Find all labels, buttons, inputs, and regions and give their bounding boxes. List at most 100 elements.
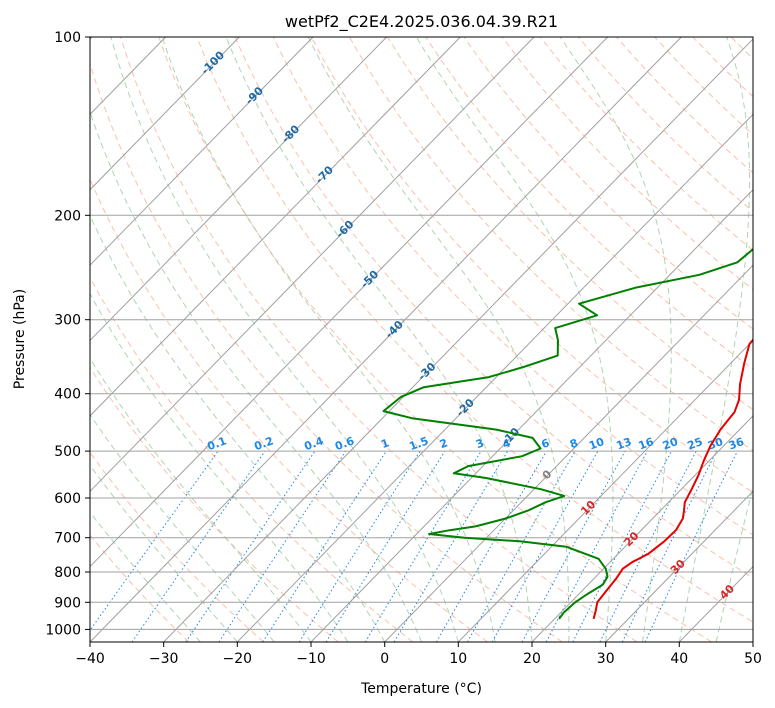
x-tick-label: 50 <box>744 651 762 667</box>
y-tick-label: 900 <box>54 595 81 611</box>
mixing-ratio-label: 1 <box>379 436 391 451</box>
mixing-ratio-label: 0.6 <box>333 434 356 453</box>
mixing-ratio-line <box>262 450 387 642</box>
mixing-ratio-labels: 0.1 0.2 0.4 0.6 1 1.5 2 3 4 6 8 10 13 16 20 25 30 36 <box>206 434 747 453</box>
mixing-ratio-line <box>364 450 482 642</box>
series-layer <box>382 247 753 620</box>
dry-adiabat <box>310 37 753 494</box>
dry-adiabat <box>387 37 753 411</box>
isotherm <box>90 37 461 417</box>
dry-adiabat-label: -70 <box>313 163 336 186</box>
temperature-line <box>592 338 753 620</box>
y-axis: 1000 900 800 700 600 500 400 300 200 100 <box>45 30 90 638</box>
moist-adiabat <box>90 110 422 642</box>
mixing-ratio-label: 0.1 <box>206 434 229 453</box>
x-axis-label: Temperature (°C) <box>360 681 482 697</box>
mixing-ratio-line <box>131 450 266 642</box>
dry-adiabat <box>463 37 753 330</box>
dry-adiabat <box>196 37 753 623</box>
dry-adiabat-label: -30 <box>415 360 438 383</box>
y-tick-label: 800 <box>54 565 81 581</box>
isotherm <box>90 37 387 342</box>
dry-adiabat <box>90 534 190 642</box>
isotherm <box>90 37 682 642</box>
y-tick-label: 400 <box>54 387 81 403</box>
dry-adiabat-label: -60 <box>333 218 356 241</box>
y-axis-label: Pressure (hPa) <box>12 289 28 389</box>
mixing-ratio-label: 0.4 <box>302 434 325 453</box>
dry-adiabat <box>90 177 488 642</box>
mixing-ratio-line <box>621 450 718 642</box>
isotherm <box>90 37 314 266</box>
y-tick-label: 500 <box>54 444 81 460</box>
dry-adiabat-label: 10 <box>578 498 598 518</box>
mixing-ratio-label: 6 <box>540 436 552 451</box>
moist-adiabat <box>90 357 312 642</box>
mixing-ratio-label: 20 <box>661 435 680 453</box>
dry-adiabat <box>90 276 414 642</box>
mixing-ratio-label: 3 <box>474 436 486 451</box>
mixing-ratio-line <box>599 450 697 642</box>
mixing-ratio-line <box>218 450 347 642</box>
dry-adiabat-label: -20 <box>454 396 477 419</box>
isotherm <box>310 189 753 642</box>
y-tick-label: 600 <box>54 491 81 507</box>
isotherm <box>236 113 753 642</box>
background-lines <box>90 37 775 642</box>
isotherm <box>457 339 753 642</box>
mixing-ratio-label: 4 <box>501 436 513 451</box>
mixing-ratio-label: 30 <box>706 435 725 453</box>
dry-adiabat <box>654 37 753 136</box>
moist-adiabat <box>90 464 238 642</box>
dry-adiabat <box>769 37 775 642</box>
moist-adiabat <box>90 214 386 642</box>
isotherm <box>752 641 753 642</box>
x-tick-label: 30 <box>597 651 615 667</box>
dry-adiabat <box>692 37 753 98</box>
chart-title: wetPf2_C2E4.2025.036.04.39.R21 <box>285 12 558 32</box>
mixing-ratio-label: 1.5 <box>408 434 431 453</box>
x-tick-label: 0 <box>380 651 389 667</box>
y-tick-label: 1000 <box>45 622 81 638</box>
dry-adiabat <box>348 37 753 452</box>
isotherm <box>384 264 753 642</box>
dry-adiabat-label: 30 <box>668 557 688 577</box>
mixing-ratio-line <box>185 450 316 642</box>
y-tick-label: 700 <box>54 531 81 547</box>
mixing-ratio-label: 8 <box>568 436 580 451</box>
dry-adiabat <box>90 62 563 642</box>
moist-adiabat <box>90 292 349 642</box>
dry-adiabat <box>234 37 753 579</box>
dry-adiabat <box>425 37 753 370</box>
dry-adiabat <box>90 451 264 642</box>
x-tick-label: −30 <box>149 651 179 667</box>
y-tick-label: 100 <box>54 30 81 46</box>
y-tick-label: 200 <box>54 208 81 224</box>
dewpoint-line <box>382 247 753 620</box>
moist-adiabat <box>110 37 459 642</box>
mixing-ratio-label: 25 <box>686 435 705 452</box>
dry-adiabat <box>501 37 753 291</box>
mixing-ratio-line <box>491 450 599 642</box>
isotherm <box>90 37 535 493</box>
moist-adiabat <box>225 37 533 642</box>
mixing-ratio-line <box>298 450 421 642</box>
dry-adiabat-label: -40 <box>383 318 406 341</box>
mixing-ratio-label: 10 <box>587 435 606 453</box>
mixing-ratio-line <box>325 450 446 642</box>
moist-adiabat <box>415 37 614 642</box>
moist-adiabat <box>715 485 753 642</box>
x-tick-label: 40 <box>670 651 688 667</box>
x-axis: −40 −30 −20 −10 0 10 20 30 40 50 <box>75 642 762 667</box>
mixing-ratio-label: 2 <box>438 436 450 451</box>
moist-adiabat <box>678 37 751 642</box>
isotherm <box>605 490 753 642</box>
y-tick-label: 300 <box>54 313 81 329</box>
moist-adiabat <box>161 37 496 642</box>
x-tick-label: 20 <box>523 651 541 667</box>
dry-adiabat <box>120 37 638 642</box>
dry-adiabat <box>90 366 339 642</box>
plot-frame <box>89 36 754 643</box>
